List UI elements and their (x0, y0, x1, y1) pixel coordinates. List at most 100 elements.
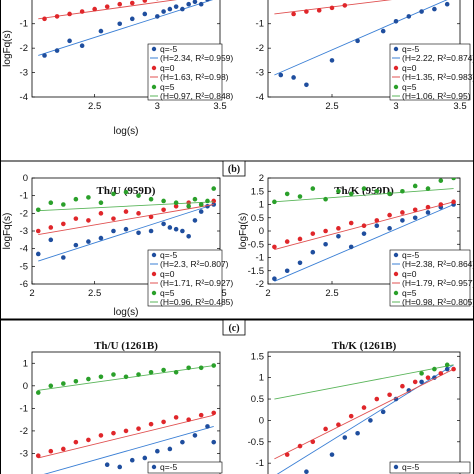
data-point (86, 218, 91, 223)
legend-marker (151, 464, 157, 470)
data-point (412, 207, 418, 213)
data-point (48, 448, 54, 454)
data-point (117, 464, 123, 470)
data-point (123, 209, 129, 214)
legend-fit-label: (H=2.3, R²=0.807) (160, 259, 229, 269)
data-point (323, 196, 328, 202)
data-point (111, 228, 116, 234)
data-point (451, 199, 456, 205)
y-tick-label: 1 (23, 358, 28, 369)
plot-area (31, 351, 221, 474)
data-point (48, 200, 54, 206)
data-point (310, 249, 316, 255)
data-point (192, 433, 198, 438)
legend-marker (393, 65, 399, 71)
data-point (444, 362, 450, 368)
x-tick-label: 3 (155, 101, 160, 112)
data-point (73, 439, 79, 445)
data-point (148, 214, 154, 220)
data-point (98, 200, 104, 206)
fit-line (274, 0, 448, 76)
y-tick-label: -1 (256, 253, 264, 264)
data-point (111, 372, 116, 377)
data-point (111, 216, 116, 221)
data-point (284, 452, 290, 457)
legend-box (147, 43, 223, 101)
y-tick-label: 0 (259, 415, 264, 426)
y-tick-label: -4 (256, 92, 264, 103)
data-point (336, 234, 341, 239)
data-point (104, 4, 110, 9)
data-point (186, 417, 191, 422)
y-tick-label: -1 (20, 19, 28, 30)
legend-fit-label: (H=1.35, R²=0.983) (402, 72, 474, 82)
data-point (432, 366, 437, 372)
legend-marker (393, 271, 399, 277)
y-tick-label: -1.5 (248, 266, 264, 277)
data-point (284, 268, 290, 274)
y-tick-label: -2 (256, 279, 264, 290)
legend-fit-label: (H=1.63, R²=0.98) (160, 72, 229, 82)
data-point (186, 203, 191, 209)
data-point (412, 215, 418, 221)
data-point (180, 6, 185, 12)
data-point (98, 235, 104, 241)
data-point (123, 374, 129, 380)
data-point (42, 16, 47, 22)
data-point (272, 199, 277, 205)
y-tick-label: 0 (23, 381, 28, 392)
data-point (198, 202, 204, 207)
data-point (173, 203, 179, 209)
data-point (348, 191, 354, 197)
x-tick-label: 2.5 (88, 101, 101, 112)
section-c-label: (c) (228, 323, 239, 334)
y-tick-label: -2 (256, 43, 264, 54)
legend-marker (151, 252, 157, 258)
data-point (336, 226, 341, 231)
data-point (205, 424, 210, 429)
y-tick-label: 1.5 (251, 351, 264, 362)
x-tick-label: 2.5 (88, 288, 101, 299)
data-point (148, 196, 154, 202)
chart-top-right: -1-2-3-42.5 3 3.5q=-5(H=2.22, R²=0.874)q=0… (256, 0, 474, 112)
data-point (129, 16, 135, 22)
data-point (406, 14, 412, 19)
data-point (425, 204, 431, 210)
legend-fit-label: (H=0.98, R²=0.805) (402, 297, 474, 307)
data-point (211, 363, 217, 368)
legend-box (389, 43, 471, 101)
data-point (361, 223, 367, 228)
fit-line (38, 201, 214, 212)
data-point (329, 452, 335, 457)
y-axis-label: logFq(s) (2, 213, 13, 250)
section-b-label-box (222, 160, 246, 177)
legend-series-name: q=-5 (160, 44, 178, 54)
data-point (310, 231, 316, 236)
data-point (117, 1, 123, 7)
data-point (425, 375, 431, 380)
data-point (419, 371, 424, 376)
data-point (297, 443, 303, 449)
data-point (361, 231, 367, 236)
data-point (67, 11, 72, 17)
legend-marker (151, 46, 157, 52)
data-point (167, 6, 173, 12)
data-point (348, 413, 354, 419)
data-point (323, 241, 328, 247)
data-point (35, 228, 41, 234)
data-point (167, 225, 173, 230)
section-c-label-box (222, 319, 246, 336)
data-point (67, 38, 72, 44)
data-point (155, 448, 160, 454)
data-point (180, 228, 185, 234)
legend-series-name: q=5 (160, 288, 175, 298)
x-tick-label: 2.5 (325, 288, 338, 299)
x-tick-label: 3.5 (453, 101, 466, 112)
data-point (297, 236, 303, 242)
data-point (438, 178, 444, 183)
fit-line (274, 0, 393, 15)
data-point (291, 11, 296, 17)
data-point (161, 198, 166, 204)
legend-box (147, 249, 223, 307)
data-point (111, 191, 116, 197)
